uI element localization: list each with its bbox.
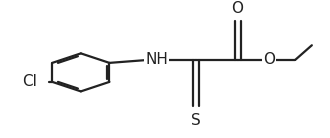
Text: Cl: Cl — [22, 74, 37, 89]
Text: O: O — [232, 1, 244, 16]
Text: S: S — [191, 113, 201, 128]
Text: O: O — [263, 52, 275, 67]
Text: NH: NH — [145, 52, 168, 67]
